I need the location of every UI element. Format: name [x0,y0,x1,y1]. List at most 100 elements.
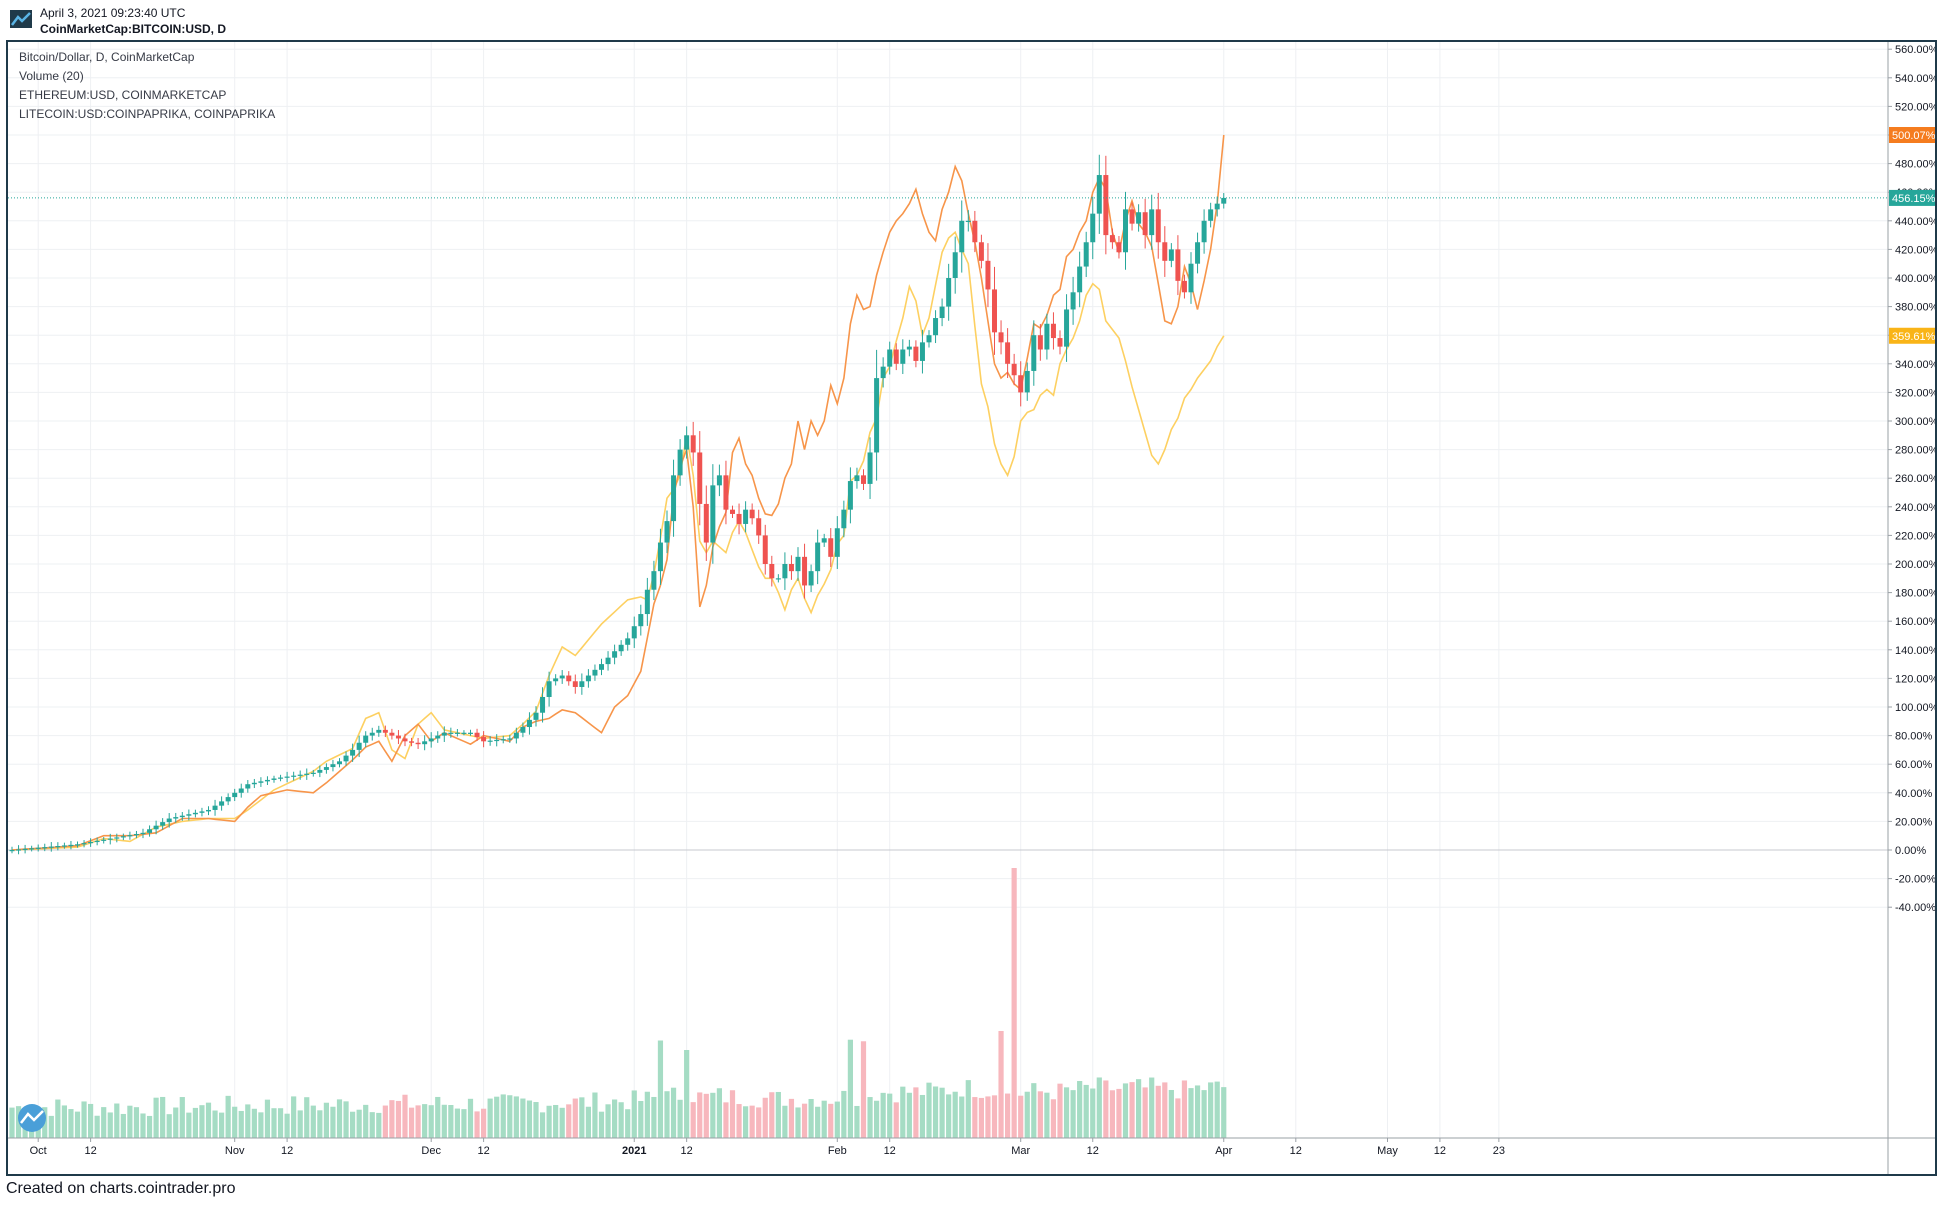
candle-body [782,564,788,579]
candle-body [120,836,126,838]
candle-body [913,346,919,361]
x-tick-label: 12 [1087,1145,1099,1157]
volume-bar [638,1100,644,1138]
volume-bar [775,1091,781,1138]
legend-main[interactable]: Bitcoin/Dollar, D, CoinMarketCap [19,50,195,64]
legend-volume[interactable]: Volume (20) [19,69,84,83]
volume-bar [946,1094,952,1138]
volume-bar [238,1110,244,1138]
volume-bar [598,1111,605,1138]
volume-bar [114,1103,120,1138]
candle-body [992,289,997,333]
volume-bar [205,1102,212,1138]
volume-bar [801,1103,808,1138]
candle-body [291,775,297,777]
volume-bar [1083,1084,1089,1138]
volume-bar [926,1082,932,1138]
y-tick-label: 300.00% [1895,416,1935,428]
volume-bar [815,1106,821,1138]
volume-bar [507,1095,513,1138]
candle-body [625,638,631,645]
volume-bar [513,1096,519,1138]
candle-body [1064,309,1070,347]
volume-bar [1201,1090,1207,1138]
candle-body [939,306,945,319]
volume-bar [461,1109,467,1138]
candle-body [350,749,356,756]
candle-body [618,644,624,652]
volume-bar [232,1106,238,1138]
volume-bar [782,1105,788,1138]
candle-body [1077,266,1083,293]
y-tick-label: 200.00% [1895,559,1935,571]
x-tick-label: 12 [681,1145,693,1157]
volume-bar [618,1102,624,1138]
candle-body [664,521,670,543]
volume-bar [500,1094,506,1138]
candle-body [657,542,663,572]
candle-body [42,847,48,849]
volume-bar [952,1091,958,1138]
candle-body [448,732,454,734]
volume-bar [160,1096,166,1138]
volume-bar [435,1096,441,1138]
volume-bar [1005,1093,1011,1138]
candle-body [376,729,382,733]
volume-bar [487,1098,493,1138]
candle-body [507,738,513,740]
candle-body [441,732,447,736]
y-tick-label: 80.00% [1895,731,1933,743]
candle-body [88,841,94,844]
candle-body [559,675,565,679]
x-tick-label: 12 [84,1145,96,1157]
y-tick-label: 320.00% [1895,387,1935,399]
candle-body [1018,375,1024,393]
volume-bar [631,1090,637,1138]
candle-body [900,349,906,364]
candle-body [258,781,264,783]
x-tick-label: Apr [1215,1145,1232,1157]
volume-bar [677,1099,683,1138]
candle-body [1221,197,1227,204]
volume-bar [264,1099,271,1138]
volume-bar [494,1096,500,1138]
volume-bar [1103,1080,1109,1138]
chart-frame[interactable]: 560.00%540.00%520.00%500.00%480.00%460.0… [6,40,1937,1176]
volume-bar [867,1097,873,1138]
legend-ethereum[interactable]: ETHEREUM:USD, COINMARKETCAP [19,88,227,102]
candle-body [1024,370,1030,393]
volume-bar [107,1112,113,1138]
cointrader-logo-icon [10,10,32,28]
candle-body [887,349,893,367]
volume-bar [932,1086,939,1138]
volume-bar [186,1112,192,1138]
x-tick-label: 12 [1290,1145,1302,1157]
candle-body [468,732,473,734]
candle-body [1149,209,1155,236]
volume-bar [48,1115,54,1138]
candle-body [684,435,690,450]
candle-body [644,589,650,615]
volume-bar [998,1030,1004,1138]
volume-bar [81,1101,87,1138]
volume-bar [277,1108,284,1138]
volume-bar [847,1039,853,1138]
volume-bar [729,1090,736,1138]
volume-bar [991,1095,998,1138]
volume-bar [454,1108,460,1138]
volume-bar [474,1111,480,1138]
candle-body [199,811,205,813]
price-chart[interactable]: 560.00%540.00%520.00%500.00%480.00%460.0… [8,42,1935,1174]
volume-bar [441,1104,447,1138]
y-tick-label: 40.00% [1895,788,1933,800]
volume-bar [670,1087,677,1138]
volume-bar [756,1107,762,1138]
x-tick-label: Nov [225,1145,245,1157]
volume-bar [978,1097,984,1138]
legend-litecoin[interactable]: LITECOIN:USD:COINPAPRIKA, COINPAPRIKA [19,107,276,121]
volume-bar [834,1101,840,1138]
candle-body [919,342,925,361]
litecoin-last-value-tag-bg [1889,327,1935,344]
candle-body [107,838,113,840]
volume-bar [664,1091,670,1138]
